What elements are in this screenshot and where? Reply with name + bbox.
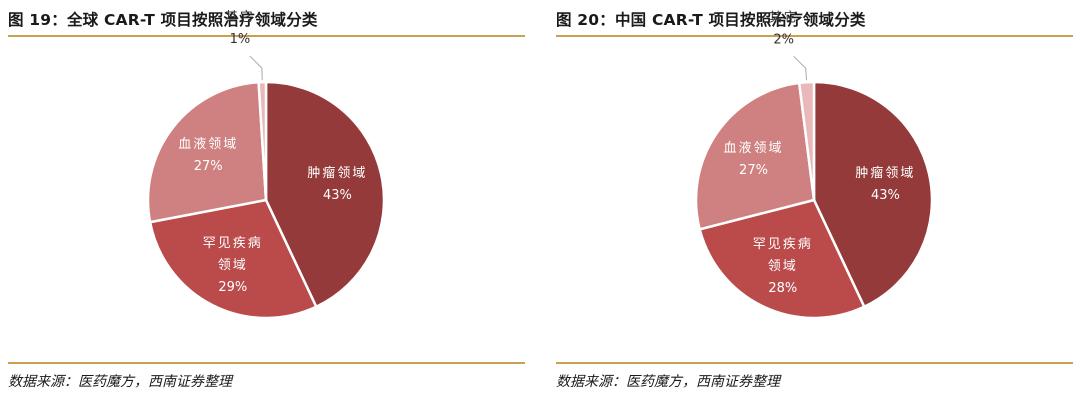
source-note: 数据来源：医药魔方，西南证券整理 [8,374,232,390]
data-label-name: 罕见疾病 [753,237,813,252]
data-label-name: 领域 [218,258,248,273]
pie-slice [698,198,866,320]
data-label-value: 2% [773,32,794,47]
data-label-value: 28% [768,281,797,296]
data-label-value: 43% [871,188,900,203]
data-label-name: 罕见疾病 [203,236,263,251]
data-label-name: 其它 [769,9,799,25]
pie-slice [797,80,816,201]
pie-slice [146,80,268,224]
pie-slice [694,81,816,231]
data-label-name: 肿瘤领域 [855,165,915,181]
data-label-value: 43% [323,188,352,203]
chart-title: 图 19：全球 CAR-T 项目按照治疗领域分类 [8,11,318,29]
title-rule [556,35,1073,37]
pie-slice [812,80,934,309]
data-label-value: 29% [218,280,247,295]
data-label-name: 血液领域 [723,141,783,156]
chart-panel-china: 图 20：中国 CAR-T 项目按照治疗领域分类 肿瘤领域 43% 罕见疾病领域 28… [556,0,1073,402]
data-label-value: 27% [194,159,223,174]
leader-line [793,55,807,81]
data-label-name: 肿瘤领域 [307,165,367,181]
source-rule [8,362,525,364]
data-label-value: 27% [739,163,768,178]
pie-slice [148,198,318,320]
data-label-value: 1% [230,32,251,47]
data-label-name: 领域 [768,259,798,274]
data-label-name: 其它 [225,9,255,25]
source-note: 数据来源：医药魔方，西南证券整理 [556,374,780,390]
pie-slice [264,80,386,309]
pie-slice [257,80,268,201]
chart-title: 图 20：中国 CAR-T 项目按照治疗领域分类 [556,11,866,29]
source-rule [556,362,1073,364]
chart-panel-global: 图 19：全球 CAR-T 项目按照治疗领域分类 肿瘤领域 43% 罕见疾病领域 29… [8,0,525,402]
data-label-name: 血液领域 [178,137,238,152]
title-rule [8,35,525,37]
leader-line [249,55,263,81]
